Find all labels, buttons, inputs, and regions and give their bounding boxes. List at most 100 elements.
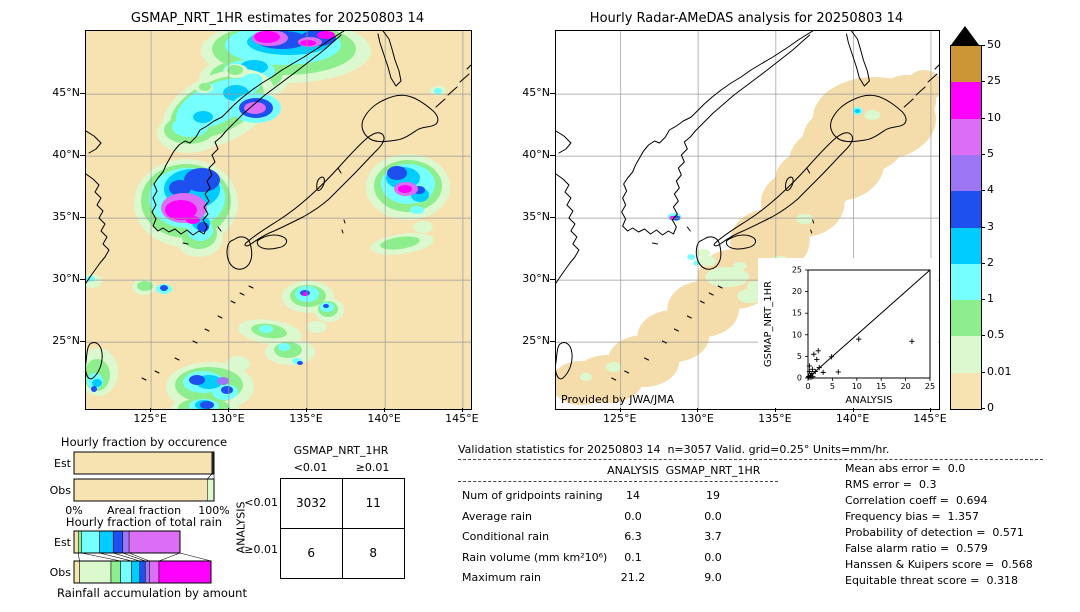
- scatter-point: [812, 368, 818, 375]
- stats-divider-top: [458, 459, 1043, 460]
- bar-segment-pale: [207, 478, 215, 502]
- rain-contour-purple: [217, 377, 229, 385]
- bar-segment-blue: [139, 560, 146, 584]
- contingency-cell-false-alarm: 11: [342, 479, 404, 529]
- left-map-title: GSMAP_NRT_1HR estimates for 20250803 14: [130, 11, 425, 26]
- stats-analysis-value: 14: [626, 489, 640, 502]
- rain-contour-pale: [705, 267, 749, 287]
- rain-contour-cyan: [278, 343, 290, 351]
- xtick-mark: [384, 408, 386, 412]
- scatter-point: [909, 338, 915, 344]
- contingency-col-label-lt: <0.01: [293, 461, 328, 474]
- bar-segment-cyan: [81, 530, 100, 554]
- xtick-label: 135°E: [758, 412, 792, 425]
- stats-gsmap-value: 9.0: [704, 571, 722, 584]
- ytick-label: 30°N: [52, 272, 80, 286]
- rain-contour-pale: [605, 362, 622, 372]
- xtick-label: 130°E: [680, 412, 714, 425]
- colorbar-segment: [951, 118, 981, 156]
- xtick-label: 145°E: [445, 412, 479, 425]
- xtick-label: 125°E: [602, 412, 637, 425]
- rain-contour-blue: [91, 386, 97, 392]
- identity-line: [807, 269, 931, 379]
- xtick-mark: [150, 408, 152, 412]
- radar-amedas-map: Provided by JWA/JMA: [555, 30, 940, 410]
- left-map-gridlines: [86, 31, 471, 409]
- colorbar-tick: [981, 299, 985, 301]
- colorbar-segment: [951, 336, 981, 374]
- rain-contour-green: [380, 236, 420, 250]
- rain-contour-pale: [696, 249, 711, 257]
- rain-contour-blue: [169, 180, 191, 196]
- colorbar: [950, 45, 982, 410]
- rain-contour-cyan: [434, 88, 442, 94]
- rain-contour-green: [199, 83, 211, 91]
- colorbar-label: 10: [987, 110, 1001, 124]
- inset-xlabel: ANALYSIS: [845, 395, 892, 406]
- bar-connector: [99, 552, 132, 562]
- rain-contour-cyan: [259, 325, 273, 333]
- stats-header: Validation statistics for 20250803 14 n=…: [458, 443, 890, 456]
- contingency-table: 3032 11 6 8: [280, 478, 405, 579]
- ytick-label: 25°N: [522, 334, 550, 348]
- bar-segment-purple: [144, 560, 150, 584]
- contingency-col-label-ge: ≥0.01: [355, 461, 390, 474]
- rain-contour-pale: [307, 321, 327, 333]
- contingency-cell-hit: 8: [369, 546, 378, 561]
- colorbar-label: 25: [987, 74, 1001, 88]
- occurrence-est-label: Est: [54, 457, 72, 470]
- inset-xtick-label: 25: [925, 382, 935, 391]
- rain-contour-blue: [200, 401, 214, 409]
- rain-contour-magenta: [254, 31, 280, 43]
- score-line: Probability of detection = 0.571: [845, 526, 1024, 539]
- bar-connector: [179, 552, 212, 562]
- colorbar-tick: [981, 262, 985, 264]
- ytick-label: 35°N: [52, 210, 80, 224]
- colorbar-segment: [951, 154, 981, 192]
- scatter-point: [810, 374, 816, 380]
- rain-contour-pale: [579, 373, 592, 381]
- rain-contour-blue: [297, 361, 303, 365]
- rain-contour-blue: [189, 375, 205, 385]
- colorbar-label: 2: [987, 255, 994, 269]
- bar-outline: [73, 560, 212, 584]
- inset-xtick-label: 15: [876, 382, 886, 391]
- contingency-row-label-ge: ≥0.01: [244, 543, 278, 556]
- contingency-cell-miss: 6: [281, 528, 343, 578]
- inset-ytick-label: 15: [792, 309, 802, 318]
- rain-contour-pale: [864, 110, 881, 120]
- rain-contour-blue: [160, 285, 168, 291]
- rain-contour-blue: [387, 166, 407, 180]
- colorbar-tick: [981, 117, 985, 119]
- xtick-mark: [227, 408, 229, 412]
- xtick-mark: [774, 408, 776, 412]
- stats-row-label: Conditional rain: [462, 530, 550, 543]
- bar-segment-tan: [73, 478, 208, 502]
- xtick-label: 135°E: [289, 412, 323, 425]
- stats-gsmap-value: 0.0: [704, 509, 722, 523]
- score-line: RMS error = 0.3: [845, 478, 937, 491]
- credit-text: Provided by JWA/JMA: [561, 393, 675, 406]
- inset-ylabel: GSMAP_NRT_1HR: [763, 281, 774, 367]
- inset-xtick-label: 20: [901, 382, 911, 391]
- inset-ytick-label: 25: [792, 266, 802, 275]
- totalrain-bars: [73, 530, 212, 584]
- bar-segment-orchid: [128, 530, 181, 554]
- stats-col-gsmap: GSMAP_NRT_1HR: [665, 464, 761, 477]
- stats-row-label: Average rain: [462, 509, 532, 523]
- bar-segment-tan: [73, 560, 80, 584]
- ytick-label: 45°N: [522, 86, 550, 100]
- xtick-mark: [852, 408, 854, 412]
- occurrence-title: Hourly fraction by occurence: [61, 435, 227, 449]
- inset-ytick-label: 20: [792, 287, 802, 296]
- bar-segment-purple: [122, 530, 130, 554]
- ytick-label: 40°N: [522, 148, 550, 162]
- colorbar-segment: [951, 191, 981, 228]
- colorbar-label: 5: [987, 146, 994, 160]
- stats-gsmap-value: 19: [706, 489, 720, 502]
- areal-fraction-label: Areal fraction: [107, 504, 181, 517]
- ytick-mark: [550, 279, 555, 281]
- scatter-point: [815, 348, 821, 354]
- scatter-point: [856, 336, 862, 342]
- bar-connector: [129, 552, 150, 562]
